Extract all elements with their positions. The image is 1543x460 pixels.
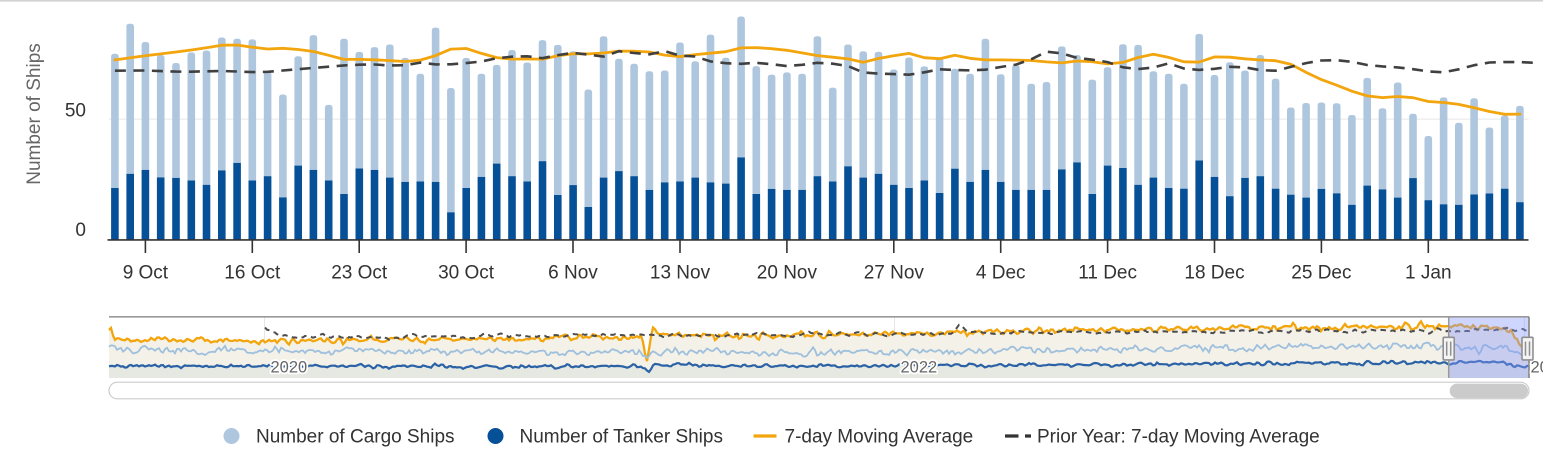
svg-text:4 Dec: 4 Dec bbox=[976, 263, 1026, 284]
svg-text:1 Jan: 1 Jan bbox=[1405, 263, 1451, 284]
svg-text:2024: 2024 bbox=[1531, 359, 1543, 377]
svg-text:0: 0 bbox=[75, 220, 86, 241]
svg-text:Number of Tanker Ships: Number of Tanker Ships bbox=[520, 427, 723, 448]
svg-text:30 Oct: 30 Oct bbox=[438, 263, 495, 284]
svg-text:Number of Ships: Number of Ships bbox=[24, 43, 45, 185]
svg-text:20 Nov: 20 Nov bbox=[757, 263, 818, 284]
svg-text:11 Dec: 11 Dec bbox=[1078, 263, 1137, 284]
svg-text:2022: 2022 bbox=[901, 359, 938, 377]
svg-text:18 Dec: 18 Dec bbox=[1184, 263, 1244, 284]
svg-text:Prior Year: 7-day Moving Avera: Prior Year: 7-day Moving Average bbox=[1037, 427, 1320, 448]
svg-text:25 Dec: 25 Dec bbox=[1291, 263, 1351, 284]
svg-text:16 Oct: 16 Oct bbox=[224, 263, 281, 284]
svg-text:13 Nov: 13 Nov bbox=[650, 263, 711, 284]
svg-text:50: 50 bbox=[65, 101, 86, 122]
svg-text:7-day Moving Average: 7-day Moving Average bbox=[785, 427, 974, 448]
svg-text:6 Nov: 6 Nov bbox=[548, 263, 598, 284]
svg-text:2020: 2020 bbox=[271, 359, 308, 377]
svg-text:27 Nov: 27 Nov bbox=[864, 263, 925, 284]
svg-text:Number of Cargo Ships: Number of Cargo Ships bbox=[256, 427, 455, 448]
svg-text:23 Oct: 23 Oct bbox=[331, 263, 388, 284]
svg-text:9 Oct: 9 Oct bbox=[123, 263, 169, 284]
